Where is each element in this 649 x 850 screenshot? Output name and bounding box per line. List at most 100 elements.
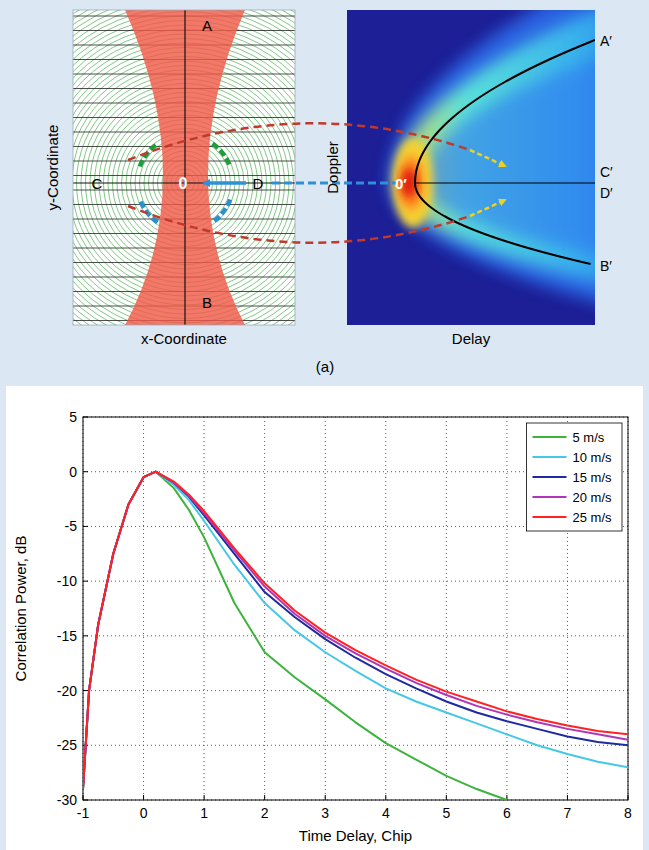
panel-label: (a) xyxy=(316,358,334,375)
tick-label-x: 5 xyxy=(442,805,450,821)
iso-delay-circle xyxy=(73,10,295,325)
iso-delay-circle xyxy=(73,10,295,325)
chart-ground xyxy=(6,386,643,850)
chart: -1012345678-30-25-20-15-10-505Time Delay… xyxy=(12,409,632,844)
grid-line-y xyxy=(83,690,628,691)
tick-y xyxy=(83,690,88,691)
mapping-curve xyxy=(128,206,470,243)
point-label: D′ xyxy=(600,185,613,201)
tick-label-x: 4 xyxy=(382,805,390,821)
mapping-arrow xyxy=(204,181,246,185)
heat-outer xyxy=(388,10,595,325)
origin-label: 0 xyxy=(179,175,188,192)
grid-line-y xyxy=(83,581,628,582)
legend-swatch xyxy=(532,496,566,498)
tick-label-x: 6 xyxy=(503,805,511,821)
axis-title: Delay xyxy=(452,330,491,347)
plot-frame xyxy=(83,417,628,800)
tick-x xyxy=(567,795,568,800)
point-label: C′ xyxy=(600,164,613,180)
tick-x xyxy=(264,795,265,800)
iso-delay-circle xyxy=(73,10,295,325)
iso-doppler-curve xyxy=(415,40,595,264)
axis-title: Doppler xyxy=(324,141,341,194)
mapping-curve xyxy=(128,123,470,160)
tick-label-x: 2 xyxy=(261,805,269,821)
antenna-footprint xyxy=(125,10,245,325)
iso-delay-circle xyxy=(73,10,295,325)
grid-line-y xyxy=(83,745,628,746)
tick-label-x: 3 xyxy=(321,805,329,821)
legend-label: 20 m/s xyxy=(572,490,612,505)
tick-y xyxy=(83,471,88,472)
grid-line-x xyxy=(446,417,447,800)
grid-line-x xyxy=(204,417,205,800)
tick-label-y: -20 xyxy=(57,683,77,699)
axis-title: y-Coordinate xyxy=(44,125,61,211)
tick-label-y: -5 xyxy=(65,518,78,534)
legend-label: 15 m/s xyxy=(572,470,612,485)
legend-box xyxy=(526,423,622,531)
tick-label-y: -10 xyxy=(57,573,77,589)
iso-delay-circle xyxy=(73,10,295,325)
legend-label: 25 m/s xyxy=(572,510,612,525)
mapping-arrow xyxy=(470,150,505,166)
tick-y xyxy=(83,635,88,636)
iso-delay-circle xyxy=(73,10,295,325)
point-label: B xyxy=(202,294,212,311)
grid-line-x xyxy=(506,417,507,800)
tick-y xyxy=(83,581,88,582)
point-label: D xyxy=(253,175,264,192)
axis-title-x: Time Delay, Chip xyxy=(299,827,412,844)
axis-title-y: Correlation Power, dB xyxy=(12,536,29,682)
legend-swatch xyxy=(532,516,566,518)
iso-delay-circle xyxy=(73,10,295,325)
tick-x xyxy=(143,795,144,800)
tick-x xyxy=(204,795,205,800)
figure: A B C D 0 A′ B′ C′ D′ 0′ x-Coordinate y-Coordinate D… xyxy=(0,0,649,850)
axis-title: x-Coordinate xyxy=(141,330,227,347)
legend-swatch xyxy=(532,476,566,478)
iso-arc xyxy=(213,199,231,222)
tick-label-x: 1 xyxy=(200,805,208,821)
legend-label: 5 m/s xyxy=(572,430,604,445)
iso-delay-circle xyxy=(73,10,295,325)
tick-label-x: 7 xyxy=(564,805,572,821)
iso-delay-circle xyxy=(73,10,295,325)
tick-label-x: 8 xyxy=(624,805,632,821)
point-label: A xyxy=(202,17,212,34)
legend-label: 10 m/s xyxy=(572,450,612,465)
tick-label-y: -25 xyxy=(57,737,77,753)
mapping-arrow xyxy=(470,200,505,216)
right-panel xyxy=(347,10,595,325)
panel-frame xyxy=(73,10,295,325)
axis-line xyxy=(184,10,185,325)
tick-label-y: -15 xyxy=(57,628,77,644)
grid-line-y xyxy=(83,635,628,636)
tick-label-y: 0 xyxy=(69,464,77,480)
legend: 5 m/s 10 m/s 15 m/s 20 m/s 25 m/s xyxy=(526,423,622,531)
tick-x xyxy=(325,795,326,800)
legend-swatch xyxy=(532,436,566,438)
iso-delay-circle xyxy=(73,10,295,325)
tick-label-y: 5 xyxy=(69,409,77,425)
tick-label-y: -30 xyxy=(57,792,77,808)
axis-line xyxy=(415,182,595,183)
grid-line-x xyxy=(264,417,265,800)
iso-delay-circle xyxy=(73,10,295,325)
tick-label-x: 0 xyxy=(140,805,148,821)
point-label: A′ xyxy=(600,33,612,49)
iso-arc xyxy=(213,144,231,167)
legend-swatch xyxy=(532,456,566,458)
heat-inner xyxy=(420,10,595,325)
point-label: C xyxy=(92,175,103,192)
grid-line-x xyxy=(143,417,144,800)
tick-y xyxy=(83,526,88,527)
tick-x xyxy=(446,795,447,800)
tick-x xyxy=(385,795,386,800)
iso-delay-circle xyxy=(73,10,295,325)
point-label: B′ xyxy=(600,258,612,274)
left-panel xyxy=(73,10,295,325)
origin-label: 0′ xyxy=(395,175,407,192)
grid-line-x xyxy=(325,417,326,800)
